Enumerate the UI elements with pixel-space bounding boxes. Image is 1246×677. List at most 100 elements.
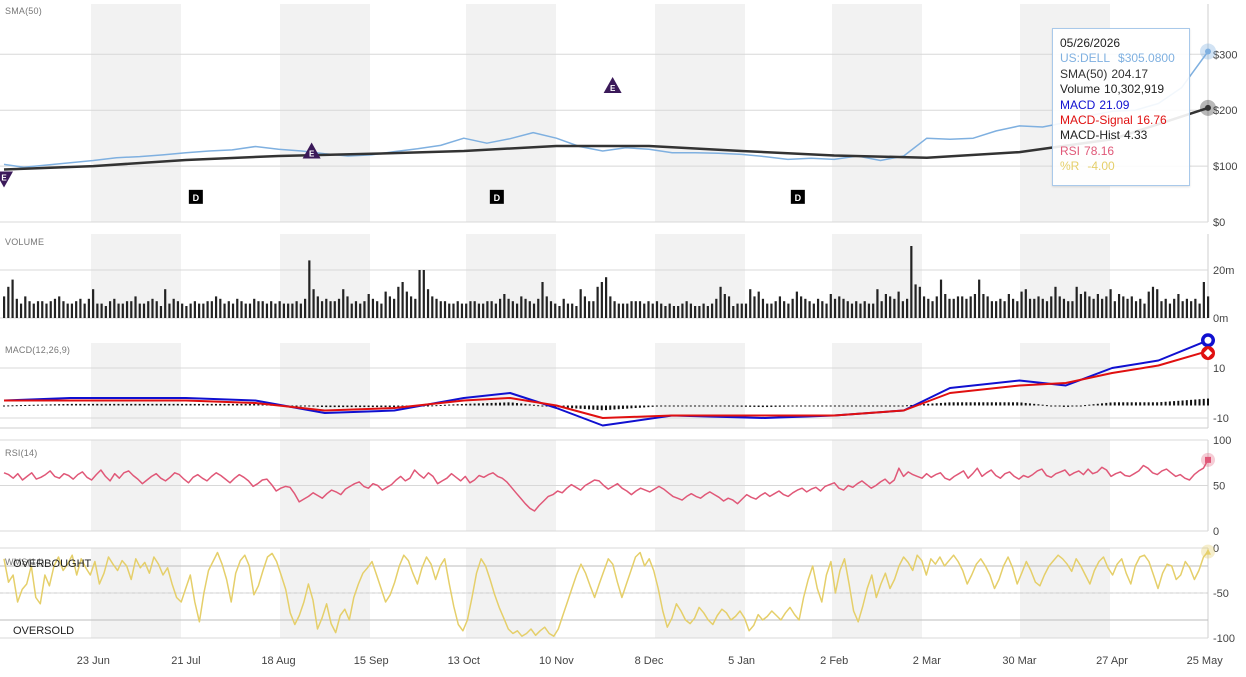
- earnings-marker: [302, 142, 321, 159]
- macd-histogram-bar: [893, 405, 896, 407]
- macd-histogram-bar: [53, 404, 56, 406]
- volume-bar: [520, 296, 523, 318]
- macd-histogram-bar: [193, 403, 196, 406]
- volume-bar: [168, 303, 171, 318]
- macd-histogram-bar: [261, 404, 264, 406]
- macd-histogram-bar: [524, 403, 527, 406]
- volume-bar: [1088, 296, 1091, 318]
- volume-bar: [914, 284, 917, 318]
- volume-bar: [787, 303, 790, 318]
- tooltip-value: 4.33: [1124, 128, 1148, 143]
- macd-histogram-bar: [694, 405, 697, 407]
- macd-histogram-bar: [999, 402, 1002, 406]
- volume-bar: [1109, 289, 1112, 318]
- macd-histogram-bar: [507, 402, 510, 406]
- volume-bar: [210, 301, 213, 318]
- macd-histogram-bar: [24, 404, 27, 406]
- volume-bar: [83, 303, 86, 318]
- macd-histogram-bar: [316, 405, 319, 407]
- macd-histogram-bar: [935, 403, 938, 406]
- volume-bar: [884, 294, 888, 318]
- volume-bar: [1105, 296, 1108, 318]
- volume-panel-label: VOLUME: [5, 237, 45, 247]
- macd-histogram-bar: [537, 405, 540, 407]
- volume-bar: [486, 301, 489, 318]
- volume-bar: [761, 298, 765, 318]
- volume-bar: [948, 298, 951, 318]
- macd-histogram-bar: [155, 403, 158, 406]
- macd-histogram-bar: [511, 402, 514, 406]
- macd-histogram-bar: [812, 405, 815, 407]
- x-tick-label: 2 Feb: [820, 655, 848, 667]
- volume-bar: [939, 279, 943, 318]
- volume-bar: [749, 289, 752, 318]
- macd-histogram-bar: [452, 404, 455, 406]
- macd-histogram-bar: [1050, 405, 1053, 407]
- macd-histogram-bar: [783, 405, 786, 407]
- macd-histogram-bar: [634, 405, 637, 409]
- volume-bar: [515, 303, 519, 318]
- x-tick-label: 30 Mar: [1002, 655, 1037, 667]
- x-tick-label: 18 Aug: [261, 655, 295, 667]
- volume-bar: [28, 301, 31, 318]
- volume-bar: [367, 294, 370, 318]
- macd-histogram-bar: [1105, 402, 1108, 406]
- volume-bar: [600, 282, 603, 318]
- volume-bar: [1011, 298, 1015, 318]
- macd-histogram-bar: [66, 403, 69, 406]
- volume-bar: [1151, 286, 1155, 318]
- volume-bar: [299, 303, 302, 318]
- macd-panel-label: MACD(12,26,9): [5, 345, 71, 355]
- macd-histogram-bar: [210, 403, 213, 406]
- macd-histogram-bar: [766, 405, 769, 408]
- volume-bar: [956, 296, 960, 318]
- macd-histogram-bar: [702, 405, 705, 407]
- volume-bar: [1130, 296, 1133, 318]
- macd-histogram-bar: [1164, 401, 1167, 406]
- tooltip-row: SMA(50) 204.17: [1060, 67, 1182, 82]
- macd-histogram-bar: [1173, 401, 1176, 406]
- volume-bar: [460, 303, 464, 318]
- volume-bar: [617, 303, 620, 318]
- tooltip-value: 21.09: [1099, 97, 1130, 112]
- macd-histogram-bar: [350, 405, 353, 408]
- macd-histogram-bar: [727, 405, 730, 407]
- macd-histogram-bar: [1020, 402, 1023, 406]
- macd-histogram-bar: [833, 405, 836, 407]
- volume-bar: [1207, 296, 1210, 318]
- macd-histogram-bar: [825, 405, 828, 407]
- macd-histogram-bar: [181, 403, 184, 406]
- volume-bar: [638, 301, 642, 318]
- volume-bar: [897, 291, 900, 318]
- tooltip-key: MACD-Hist: [1060, 128, 1120, 143]
- volume-bar: [346, 296, 349, 318]
- dividend-marker: [489, 189, 504, 204]
- volume-bar: [651, 303, 654, 318]
- volume-bar: [1041, 298, 1044, 318]
- volume-bar: [11, 279, 14, 318]
- volume-bar: [549, 301, 553, 318]
- volume-bar: [435, 298, 438, 318]
- volume-bar: [1054, 286, 1057, 318]
- volume-bar: [422, 270, 425, 318]
- volume-bar: [621, 303, 625, 318]
- y-tick-label: $200: [1213, 105, 1237, 117]
- overbought-label: OVERBOUGHT: [13, 558, 92, 570]
- macd-histogram-bar: [104, 403, 107, 406]
- volume-bar: [918, 286, 921, 318]
- rsi-line: [3, 459, 1209, 512]
- volume-bar: [155, 301, 158, 318]
- volume-bar: [1185, 298, 1189, 318]
- macd-histogram-bar: [1011, 402, 1014, 406]
- macd-histogram-bar: [490, 402, 493, 406]
- macd-histogram-bar: [333, 405, 336, 408]
- macd-histogram-bar: [520, 403, 523, 406]
- macd-histogram-bar: [613, 405, 616, 410]
- volume-bar: [325, 298, 328, 318]
- volume-bar: [92, 289, 95, 318]
- macd-histogram-bar: [778, 405, 781, 407]
- macd-histogram-bar: [36, 404, 39, 406]
- macd-line: [3, 339, 1209, 427]
- macd-histogram-bar: [227, 403, 230, 406]
